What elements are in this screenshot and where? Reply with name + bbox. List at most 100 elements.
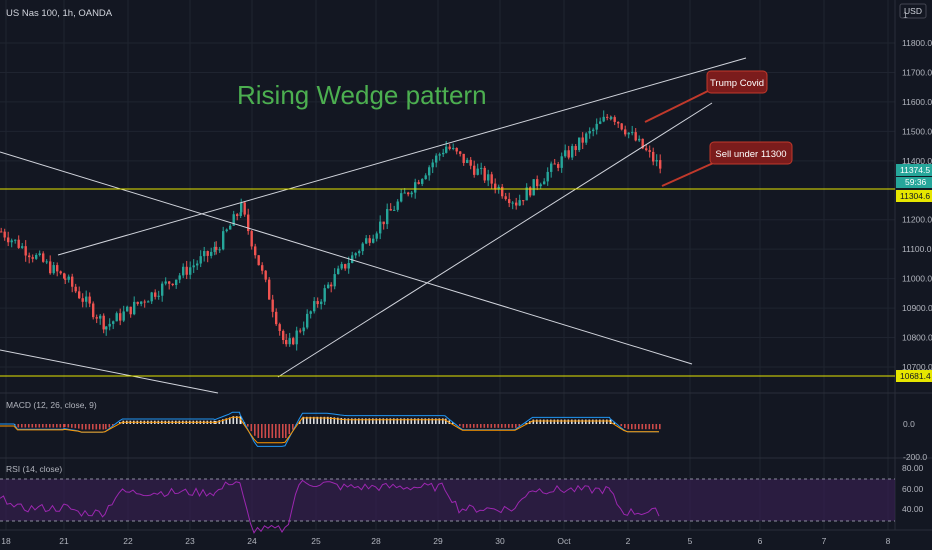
callout-sell-under[interactable]: Sell under 11300	[709, 141, 793, 165]
candle-body	[10, 240, 13, 243]
wedge-lower-line[interactable]	[277, 102, 713, 378]
price-axis[interactable]: 11800.0 11700.0 11600.0 11500.0 11400.0 11200…	[902, 38, 932, 372]
macd-bar	[659, 424, 661, 430]
lower-descending-trendline[interactable]	[0, 349, 219, 394]
rsi-tick-60: 60.00	[902, 484, 924, 494]
candle-body	[171, 283, 174, 285]
candle-body	[599, 121, 602, 124]
candle-body	[610, 117, 613, 119]
macd-bar	[236, 416, 238, 424]
candle-body	[560, 156, 563, 168]
candle-body	[320, 301, 323, 305]
time-tick-label: 24	[247, 536, 257, 546]
candle-body	[393, 209, 396, 211]
macd-bar	[288, 424, 291, 435]
macd-bar	[88, 424, 91, 430]
macd-bar	[431, 418, 434, 424]
candle-body	[306, 313, 309, 328]
macd-bar	[257, 424, 260, 438]
price-tick-label: 10900.0	[902, 303, 932, 313]
macd-bar	[63, 424, 65, 428]
time-axis[interactable]: 18 21 22 23 24 25 28 29 30 Oct 2 5 6 7 8	[1, 536, 890, 546]
candle-body	[351, 255, 354, 263]
candle-body	[175, 279, 178, 285]
candle-body	[340, 264, 343, 269]
macd-bar	[648, 424, 651, 430]
macd-bar	[105, 424, 107, 430]
macd-bar	[320, 416, 322, 424]
time-tick-label: 8	[886, 536, 891, 546]
candlestick-series	[0, 110, 662, 351]
macd-bar	[31, 424, 34, 428]
macd-bar	[645, 424, 647, 430]
candle-body	[504, 196, 507, 200]
candle-body	[543, 181, 546, 185]
price-tick-label: 10800.0	[902, 333, 932, 343]
macd-bar	[428, 418, 430, 424]
candle-body	[347, 262, 350, 269]
candle-body	[136, 301, 139, 304]
candle-body	[236, 214, 239, 217]
macd-bar	[515, 424, 517, 428]
candle-body	[368, 238, 371, 243]
macd-bar	[112, 424, 114, 426]
macd-bar	[38, 424, 41, 428]
macd-bar	[494, 424, 496, 428]
time-tick-label: Oct	[557, 536, 571, 546]
macd-bar	[275, 424, 277, 438]
candle-body	[333, 274, 336, 287]
macd-bar	[473, 424, 475, 428]
callout-trump-covid[interactable]: Trump Covid	[706, 70, 768, 94]
macd-bar	[316, 416, 319, 424]
macd-bar	[403, 418, 406, 424]
macd-bar	[655, 424, 658, 430]
macd-bar	[49, 424, 51, 428]
candle-body	[613, 117, 616, 122]
candle-body	[494, 183, 497, 190]
macd-bar	[365, 418, 367, 424]
macd-bar	[435, 418, 437, 424]
wedge-upper-line[interactable]	[57, 57, 747, 256]
callout-2-text: Sell under 11300	[715, 149, 786, 160]
macd-bar	[306, 416, 308, 424]
candle-body	[659, 160, 662, 169]
macd-bar	[347, 418, 350, 424]
candle-body	[261, 265, 264, 271]
candle-body	[330, 284, 333, 287]
price-tick-label: 11700.0	[902, 67, 932, 77]
time-tick-label: 6	[758, 536, 763, 546]
candle-body	[247, 214, 250, 232]
candle-body	[518, 200, 521, 206]
macd-tick-neg: -200.0	[903, 452, 927, 462]
candle-body	[469, 159, 472, 166]
candle-body	[595, 123, 598, 130]
descending-trendline[interactable]	[0, 151, 693, 365]
macd-signal-line	[0, 416, 659, 444]
macd-label: MACD (12, 26, close, 9)	[6, 400, 97, 410]
candle-body	[428, 167, 431, 176]
candle-body	[126, 306, 129, 312]
candle-body	[164, 281, 167, 284]
candle-body	[119, 313, 122, 321]
candle-body	[400, 193, 403, 202]
candle-body	[396, 201, 399, 210]
price-axis-top-tick: 1	[903, 10, 908, 20]
macd-bar	[218, 420, 221, 424]
candle-body	[222, 231, 225, 250]
candle-body	[557, 164, 560, 168]
candle-body	[278, 324, 281, 331]
candle-body	[282, 330, 285, 341]
candle-body	[59, 271, 62, 274]
candle-body	[354, 253, 357, 256]
macd-bar	[21, 424, 23, 428]
macd-bar	[358, 418, 360, 424]
last-price-badge: 11374.5	[896, 164, 932, 176]
currency-button[interactable]: USD	[899, 3, 927, 19]
candle-body	[375, 233, 378, 239]
macd-bar	[490, 424, 493, 428]
macd-bar	[452, 422, 454, 424]
macd-bar	[344, 418, 346, 424]
candle-body	[490, 174, 493, 184]
candle-body	[455, 147, 458, 152]
